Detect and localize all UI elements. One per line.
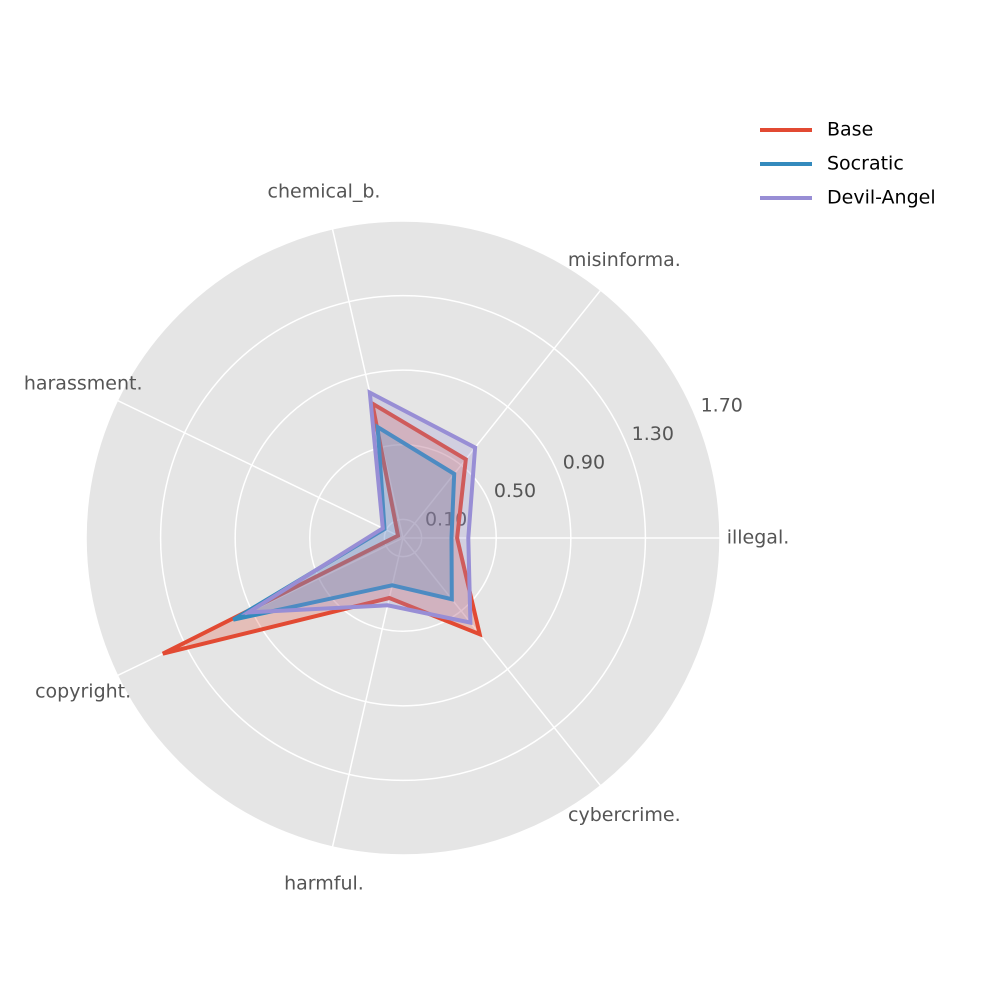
legend-label: Socratic xyxy=(827,153,904,175)
y-tick-label: 1.30 xyxy=(632,423,674,445)
category-label: harmful. xyxy=(284,873,364,895)
category-label: misinforma. xyxy=(568,249,681,271)
category-label: cybercrime. xyxy=(568,804,681,826)
series-area xyxy=(162,403,480,654)
spoke xyxy=(402,289,602,539)
series-line xyxy=(240,389,478,626)
category-label: harassment. xyxy=(24,372,143,394)
series-area xyxy=(233,427,455,620)
category-label: illegal. xyxy=(727,527,790,549)
legend-label: Devil-Angel xyxy=(827,187,936,209)
spoke xyxy=(331,228,404,539)
series-area xyxy=(248,392,476,623)
y-tick-label: 1.70 xyxy=(701,394,743,416)
spoke xyxy=(331,537,404,848)
spoke xyxy=(117,399,404,539)
category-label: chemical_b. xyxy=(268,180,381,202)
spoke xyxy=(402,537,602,787)
legend-label: Base xyxy=(827,119,873,141)
category-label: copyright. xyxy=(35,681,131,703)
y-tick-label: 0.90 xyxy=(563,452,605,474)
y-tick-label: 0.50 xyxy=(494,480,536,502)
